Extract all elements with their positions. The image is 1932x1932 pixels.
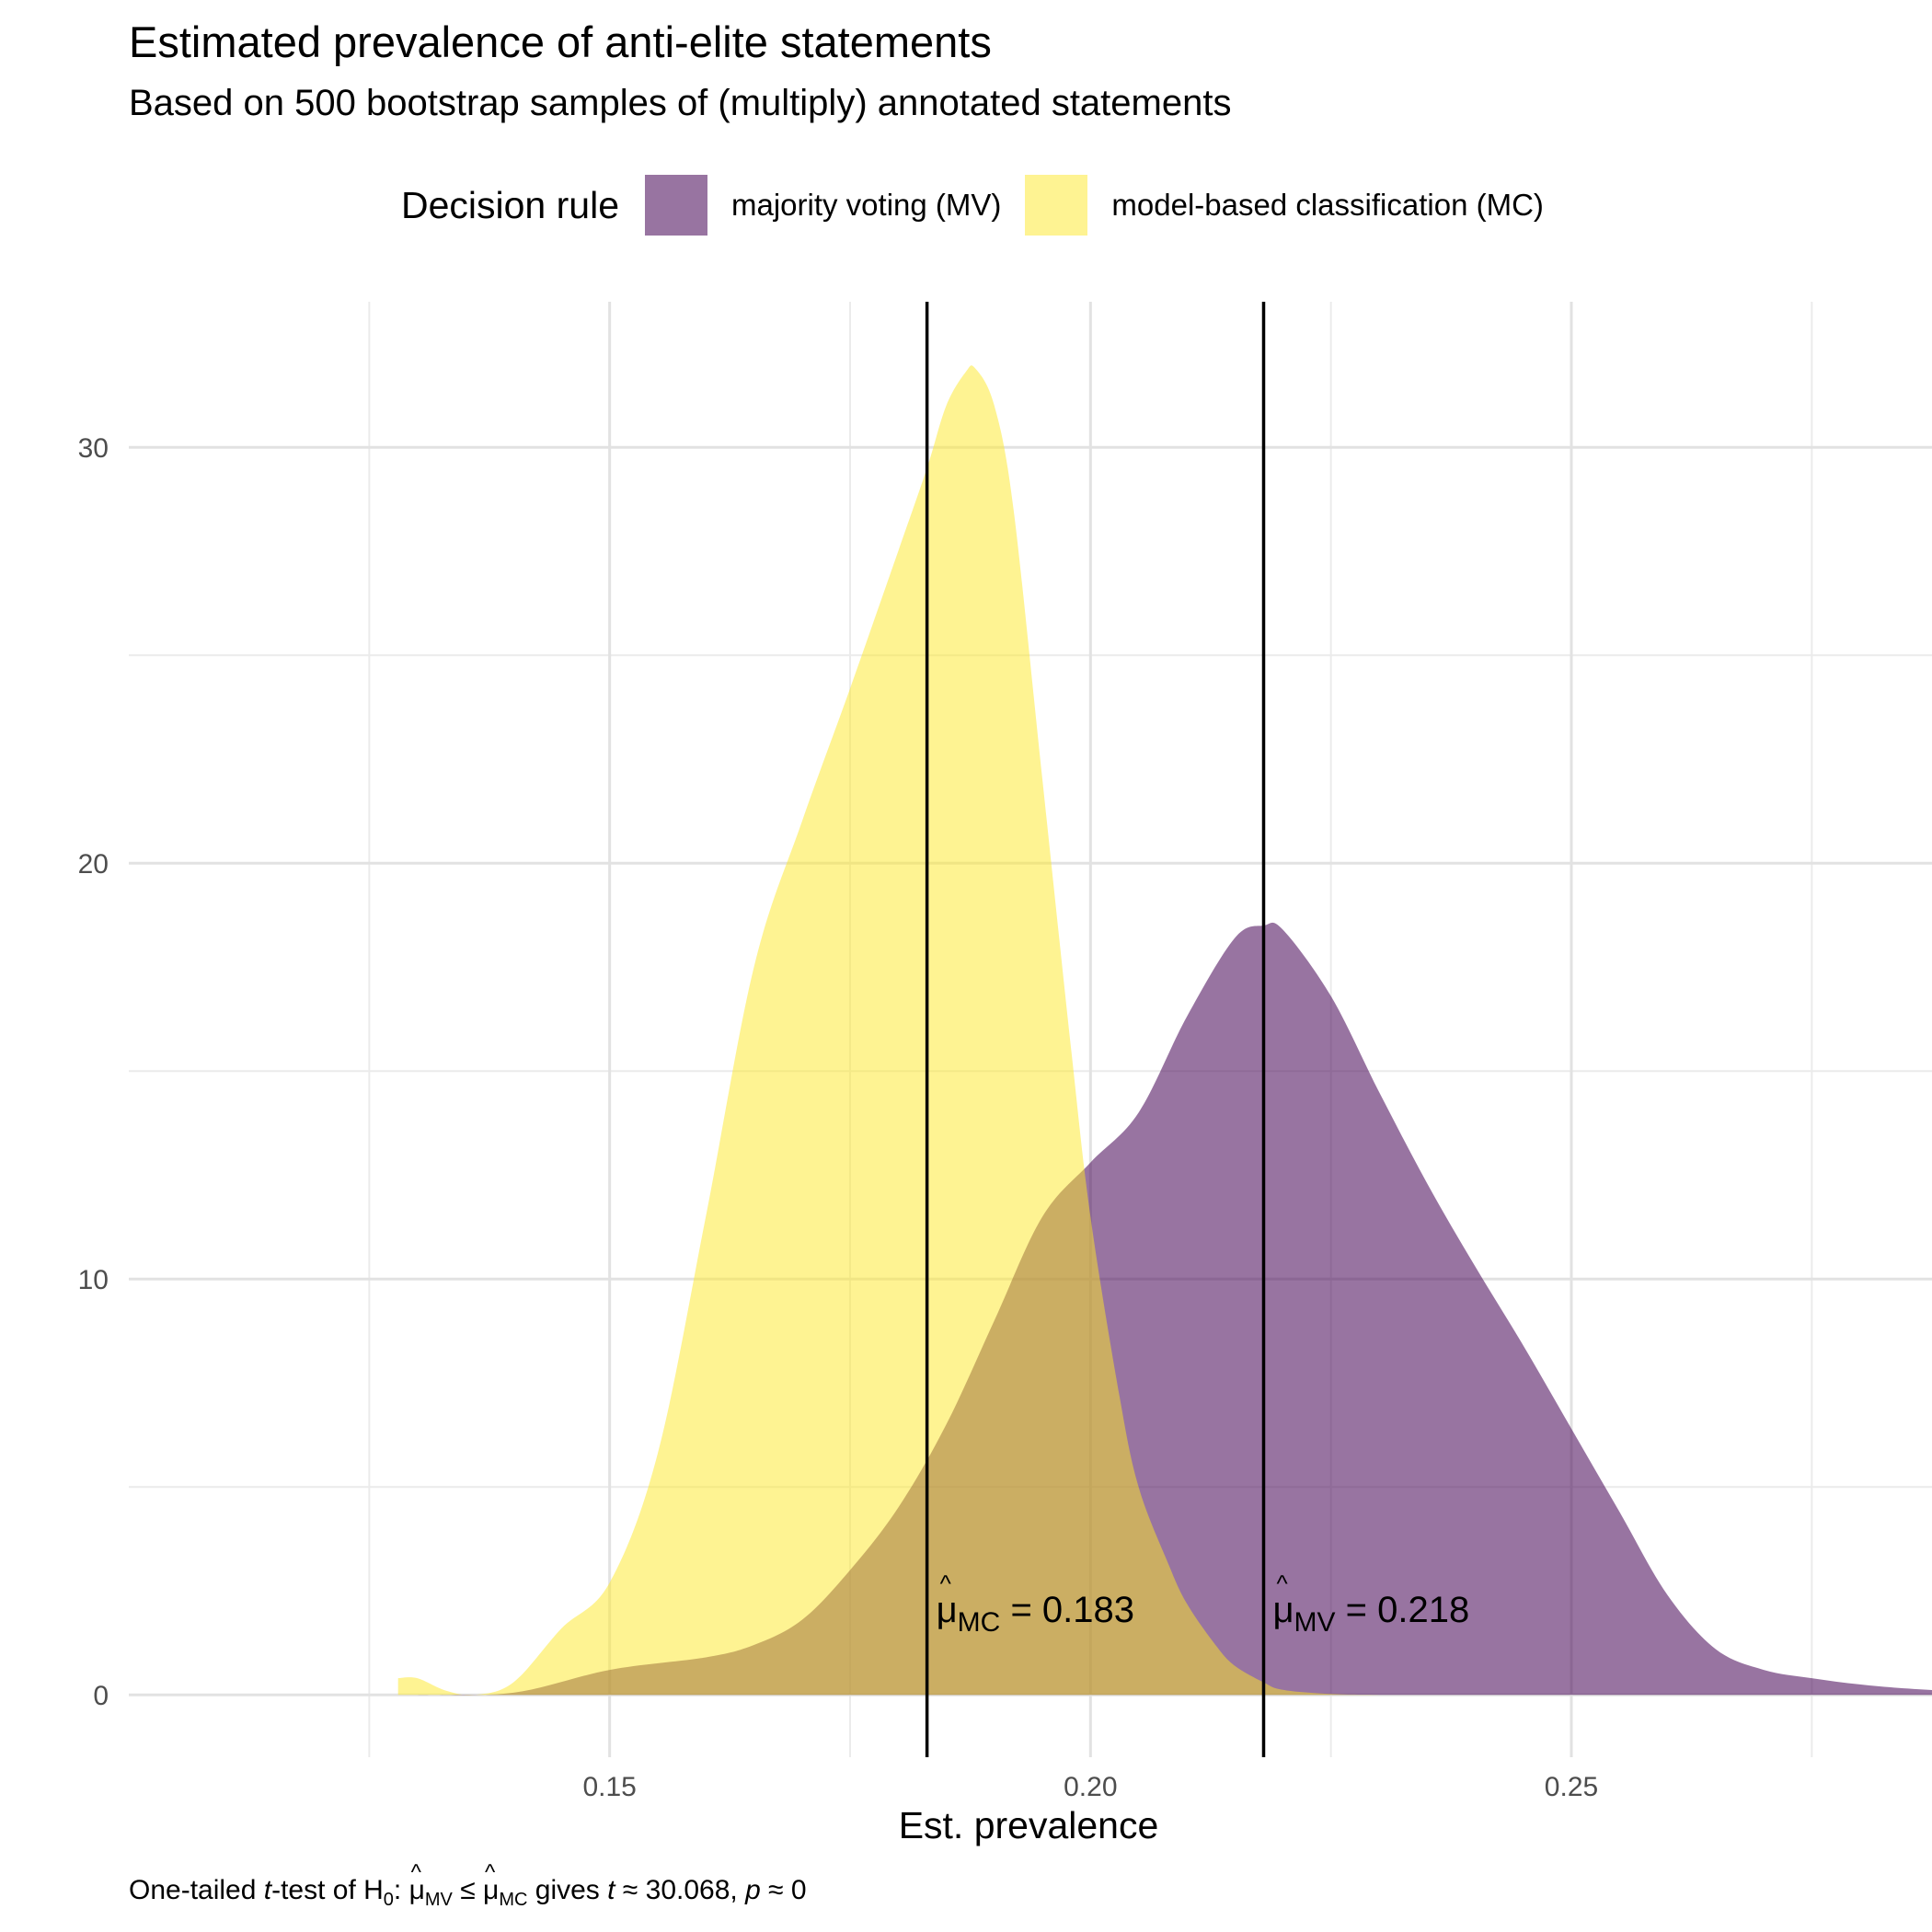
x-axis-tick-labels: 0.15 0.20 0.25 <box>582 1772 1598 1802</box>
x-tick-label: 0.25 <box>1545 1772 1598 1802</box>
legend-title: Decision rule <box>401 183 619 226</box>
caption-t: t <box>607 1875 615 1905</box>
density-area-mv <box>417 922 1932 1696</box>
mean-label-sub: MC <box>958 1607 1001 1638</box>
mean-label-mc: μMC = 0.183 <box>937 1590 1134 1638</box>
mean-label-value: = 0.183 <box>1000 1590 1134 1630</box>
mean-lines: μMC = 0.183^μMV = 0.218^ <box>925 302 1469 1757</box>
mean-label-hat: ^ <box>1276 1570 1288 1597</box>
caption-mu-mv: μ <box>409 1860 425 1906</box>
mean-label-mu: μ <box>937 1590 958 1630</box>
caption-part: gives <box>527 1875 608 1905</box>
chart-subtitle: Based on 500 bootstrap samples of (multi… <box>129 83 1232 123</box>
legend-label-mv: majority voting (MV) <box>731 188 1002 222</box>
x-axis-label: Est. prevalence <box>899 1804 1159 1846</box>
y-tick-label: 20 <box>78 849 109 880</box>
legend-label-mc: model-based classification (MC) <box>1111 188 1544 222</box>
caption-part: ≈ 0 <box>760 1875 807 1905</box>
y-tick-label: 10 <box>78 1265 109 1295</box>
caption-sub: MV <box>424 1890 453 1910</box>
mean-label-mu: μ <box>1272 1590 1294 1630</box>
mean-label-sub: MV <box>1294 1607 1336 1638</box>
legend-key-mc <box>1025 175 1088 236</box>
y-axis-tick-labels: 0 10 20 30 <box>78 433 109 1711</box>
mean-label-mv: μMV = 0.218 <box>1272 1590 1469 1638</box>
caption-part: -test of H <box>271 1875 384 1905</box>
caption-p: p <box>745 1875 761 1905</box>
mean-label-hat: ^ <box>940 1570 952 1597</box>
caption-t: t <box>263 1875 272 1905</box>
caption-part: : <box>393 1875 409 1905</box>
caption: One-tailed t-test of H0: μMV ≤ μMC gives… <box>129 1860 807 1911</box>
caption-sub: MC <box>499 1890 528 1910</box>
x-tick-label: 0.15 <box>582 1772 636 1802</box>
caption-part: One-tailed <box>129 1875 264 1905</box>
density-area-mc <box>397 365 1379 1696</box>
y-tick-label: 30 <box>78 433 109 464</box>
caption-mu-mc: μ <box>483 1860 499 1906</box>
caption-sub: 0 <box>383 1890 394 1910</box>
caption-part: ≤ <box>452 1875 484 1905</box>
x-tick-label: 0.20 <box>1064 1772 1117 1802</box>
chart-title: Estimated prevalence of anti-elite state… <box>129 17 992 66</box>
caption-part: ≈ 30.068, <box>615 1875 746 1905</box>
legend: Decision rule majority voting (MV) model… <box>401 173 1568 237</box>
density-areas <box>397 365 1932 1696</box>
y-tick-label: 0 <box>93 1681 109 1711</box>
legend-key-mv <box>645 175 707 236</box>
mean-label-value: = 0.218 <box>1336 1590 1470 1630</box>
